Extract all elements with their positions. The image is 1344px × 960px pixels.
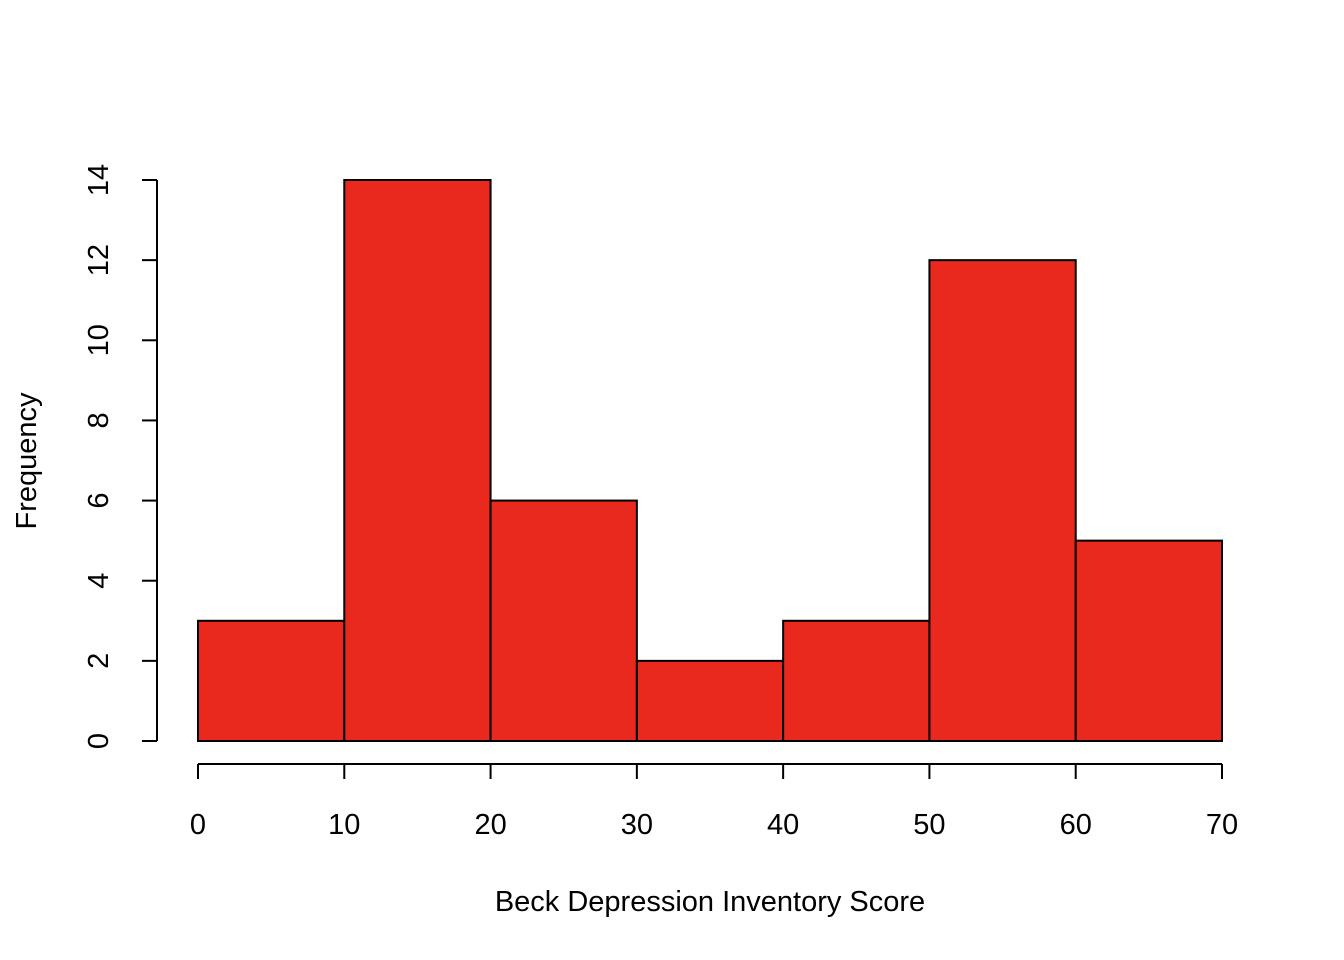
- x-tick-label: 40: [767, 809, 799, 841]
- x-tick-label: 30: [621, 809, 653, 841]
- y-tick-label: 14: [83, 164, 115, 196]
- y-tick-label: 12: [83, 244, 115, 276]
- bars-group: [197, 179, 1223, 743]
- x-tick-label: 0: [190, 809, 206, 841]
- y-tick-label: 10: [83, 324, 115, 356]
- y-tick-label: 2: [83, 653, 115, 669]
- y-tick-label: 0: [83, 733, 115, 749]
- y-axis-title: Frequency: [11, 392, 43, 530]
- y-tick-label: 4: [83, 573, 115, 589]
- y-axis: 0 2 4 6 8 10 12 14: [83, 164, 158, 749]
- x-tick-label: 70: [1206, 809, 1238, 841]
- histogram-bar-5: [928, 259, 1077, 742]
- y-tick-label: 6: [83, 493, 115, 509]
- x-axis-title: Beck Depression Inventory Score: [495, 886, 925, 918]
- histogram-bar-2: [489, 499, 638, 743]
- y-tick-label: 8: [83, 412, 115, 428]
- x-axis: 0 10 20 30 40 50 60 70: [190, 763, 1238, 841]
- x-tick-label: 10: [328, 809, 360, 841]
- histogram-bar-3: [635, 659, 785, 742]
- histogram-bar-6: [1074, 539, 1223, 743]
- x-tick-label: 60: [1060, 809, 1092, 841]
- histogram-bar-0: [197, 619, 346, 742]
- x-tick-label: 50: [913, 809, 945, 841]
- histogram-bar-1: [343, 179, 492, 742]
- histogram-bar-4: [782, 619, 931, 742]
- x-tick-label: 20: [474, 809, 506, 841]
